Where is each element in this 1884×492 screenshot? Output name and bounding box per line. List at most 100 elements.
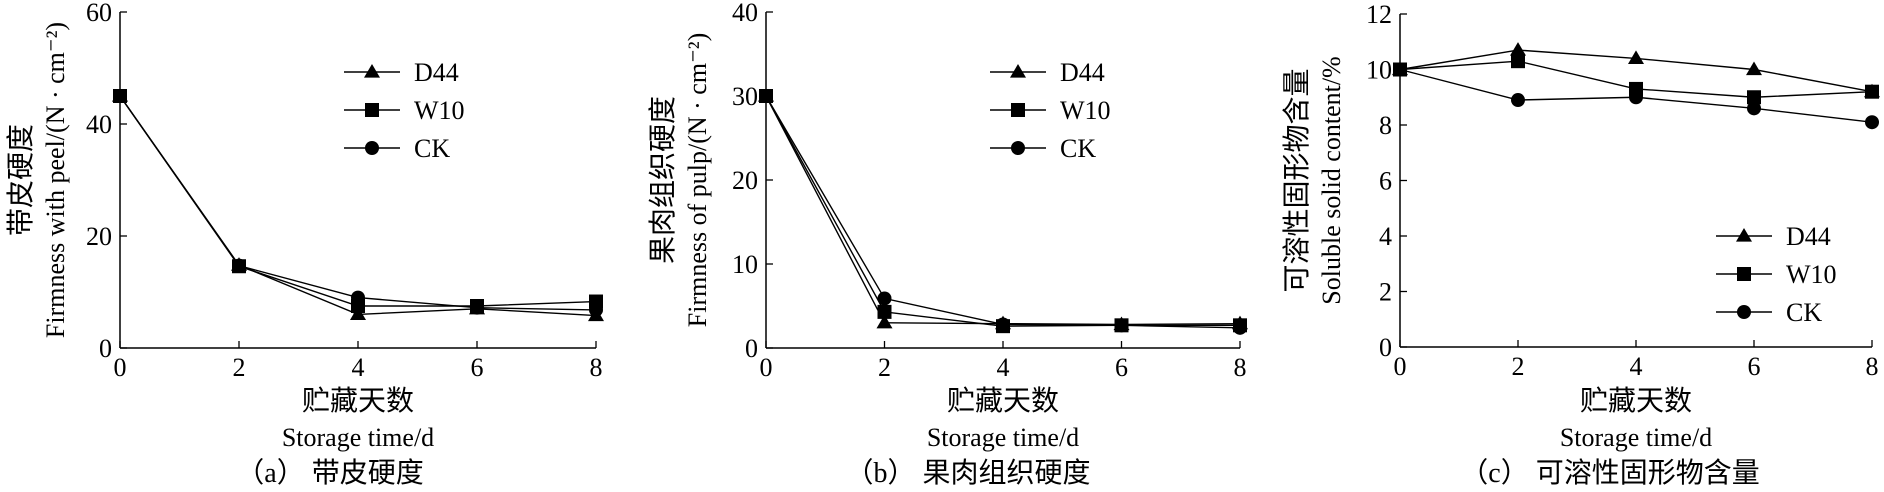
y-tick-label: 20 [86, 222, 112, 251]
data-point-ck [877, 291, 892, 306]
data-point-w10 [877, 304, 892, 319]
legend-label: D44 [1786, 222, 1831, 251]
y-tick-label: 2 [1379, 278, 1392, 307]
legend-marker-ck [365, 141, 379, 155]
legend-marker-d44 [1010, 64, 1026, 78]
chart-panel-a: 0 2 4 6 8 0 20 40 60 D44 W10 CK 带皮硬度 Firmness with pe… [5, 0, 604, 489]
data-point-ck [232, 258, 246, 273]
series-line-w10 [119, 95, 597, 307]
data-point-ck [1629, 90, 1643, 105]
data-point-ck [589, 302, 603, 317]
data-point-ck [113, 89, 127, 103]
legend-marker-w10 [1737, 267, 1751, 281]
y-tick-label: 10 [732, 250, 758, 279]
x-tick-label: 6 [1748, 352, 1761, 381]
x-axis-title-en: Storage time/d [1560, 423, 1712, 452]
legend-label: W10 [1060, 96, 1111, 125]
x-axis-title-cn: 贮藏天数 [947, 385, 1059, 417]
legend-marker-w10 [1011, 103, 1025, 117]
x-tick-label: 8 [1234, 353, 1247, 382]
series-line-ck [119, 95, 597, 311]
data-point-ck [351, 290, 365, 305]
y-axis-title-cn: 可溶性固形物含量 [1281, 68, 1313, 292]
data-point-ck [1114, 318, 1129, 333]
data-point-ck [470, 300, 484, 315]
legend: D44 W10 CK [1716, 222, 1837, 327]
x-tick-label: 6 [1115, 353, 1128, 382]
data-point-d44 [1510, 42, 1526, 56]
y-tick-label: 0 [99, 334, 112, 363]
x-tick-label: 4 [997, 353, 1010, 382]
y-axis-title-en: Soluble solid content/% [1317, 56, 1346, 304]
x-axis-title-cn: 贮藏天数 [302, 385, 414, 417]
legend-label: W10 [414, 96, 465, 125]
x-axis-title-en: Storage time/d [927, 423, 1079, 452]
x-tick-label: 0 [114, 353, 127, 382]
x-tick-label: 0 [760, 353, 773, 382]
data-point-ck [996, 317, 1010, 332]
panel-caption: （a） 带皮硬度 [236, 457, 423, 489]
data-point-ck [1393, 62, 1407, 77]
legend-marker-ck [1011, 141, 1025, 155]
data-point-ck [759, 89, 773, 103]
data-point-ck [1233, 320, 1247, 335]
legend-label: W10 [1786, 260, 1837, 289]
legend-label: CK [1060, 134, 1096, 163]
panel-caption: （b） 果肉组织硬度 [845, 457, 1090, 489]
legend-label: D44 [414, 58, 459, 87]
chart-panel-c: 0 2 4 6 8 0 2 4 6 8 10 12 D44 W10 CK 可溶性固形物含量 Soluble so… [1281, 0, 1880, 489]
y-tick-label: 0 [1379, 333, 1392, 362]
legend-label: D44 [1060, 58, 1105, 87]
y-axis-title-cn: 果肉组织硬度 [647, 96, 679, 264]
chart-panel-b: 0 2 4 6 8 0 10 20 30 40 D44 W10 CK 果肉组织硬度 Firmness of … [647, 0, 1248, 489]
x-tick-label: 8 [1866, 352, 1879, 381]
y-tick-label: 40 [732, 0, 758, 27]
data-point-d44 [1628, 50, 1644, 64]
data-point-ck [1865, 115, 1879, 130]
y-tick-label: 6 [1379, 167, 1392, 196]
x-axis-title-cn: 贮藏天数 [1580, 385, 1692, 417]
x-tick-label: 2 [1512, 352, 1525, 381]
y-axis-title-en: Firmness of pulp/(N · cm⁻²) [683, 33, 712, 327]
y-tick-label: 10 [1366, 56, 1392, 85]
data-point-d44 [876, 314, 893, 329]
x-tick-label: 8 [590, 353, 603, 382]
y-tick-label: 30 [732, 82, 758, 111]
x-tick-label: 2 [878, 353, 891, 382]
data-point-w10 [1511, 54, 1525, 69]
series-line-d44 [119, 95, 597, 317]
y-tick-label: 20 [732, 166, 758, 195]
y-axis-title-cn: 带皮硬度 [5, 124, 37, 236]
x-tick-label: 2 [233, 353, 246, 382]
data-point-d44 [1746, 61, 1762, 76]
x-axis-title-en: Storage time/d [282, 423, 434, 452]
y-tick-label: 4 [1379, 222, 1392, 251]
y-tick-label: 60 [86, 0, 112, 27]
data-point-ck [1511, 93, 1525, 108]
data-point-w10 [1747, 90, 1761, 105]
x-tick-label: 0 [1394, 352, 1407, 381]
x-tick-label: 4 [1630, 352, 1643, 381]
legend: D44 W10 CK [990, 58, 1111, 163]
x-tick-label: 4 [352, 353, 365, 382]
data-point-ck [1747, 101, 1761, 116]
legend-marker-d44 [1736, 228, 1752, 242]
y-axis-title-en: Firmness with peel/(N · cm⁻²) [41, 22, 70, 338]
legend-marker-ck [1737, 305, 1751, 319]
y-tick-label: 40 [86, 110, 112, 139]
series-line-ck [765, 95, 1241, 329]
y-tick-label: 8 [1379, 111, 1392, 140]
legend-marker-d44 [364, 64, 380, 78]
legend-label: CK [1786, 298, 1822, 327]
panel-caption: （c） 可溶性固形物含量 [1460, 457, 1759, 489]
series-line-w10 [765, 95, 1240, 327]
x-tick-label: 6 [471, 353, 484, 382]
legend: D44 W10 CK [344, 58, 465, 163]
legend-label: CK [414, 134, 450, 163]
data-point-w10 [1865, 84, 1879, 99]
y-tick-label: 0 [745, 334, 758, 363]
y-tick-label: 12 [1366, 0, 1392, 29]
series-line-d44 [765, 95, 1241, 326]
legend-marker-w10 [365, 103, 379, 117]
